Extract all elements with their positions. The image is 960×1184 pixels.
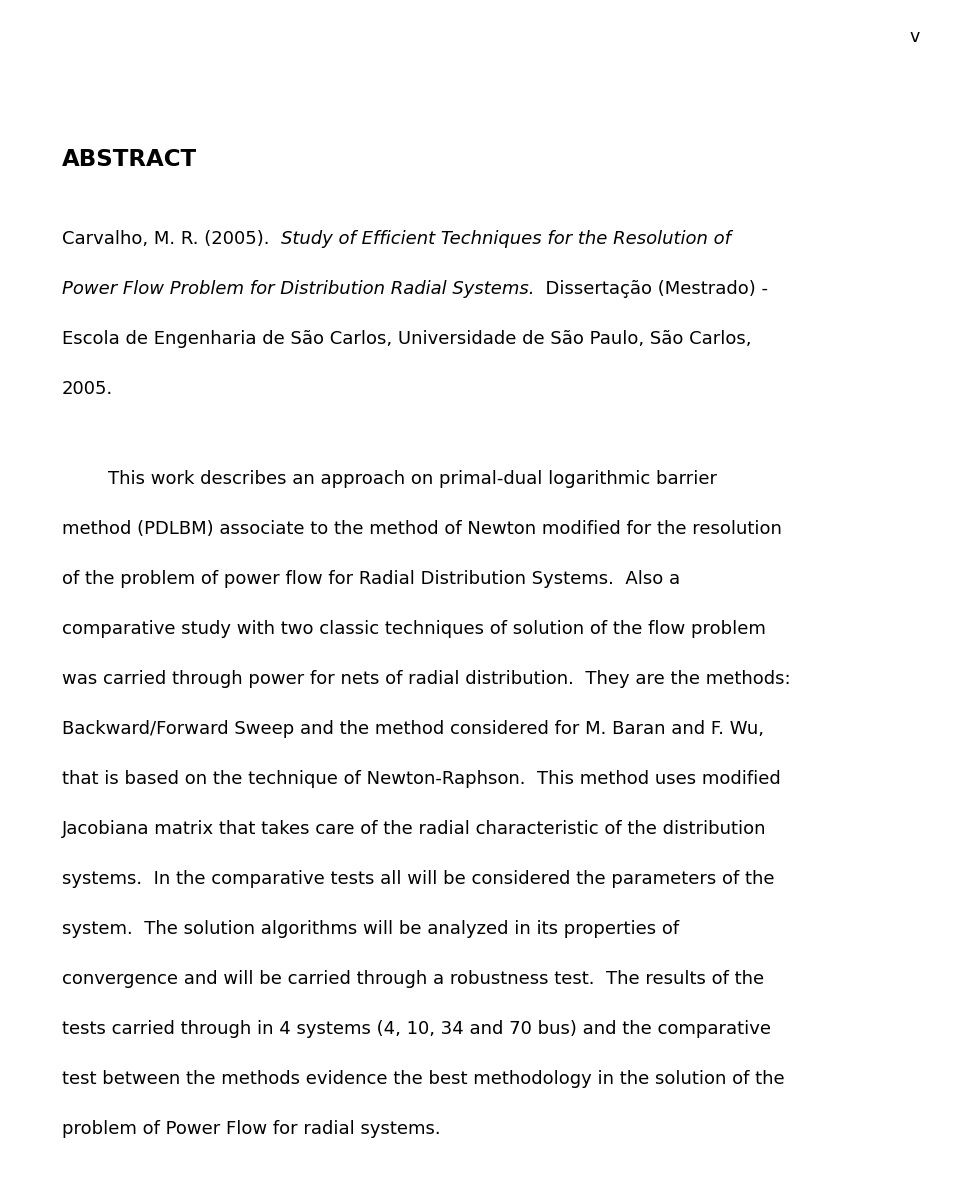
- Text: systems.  In the comparative tests all will be considered the parameters of the: systems. In the comparative tests all wi…: [62, 870, 775, 888]
- Text: v: v: [910, 28, 920, 46]
- Text: of the problem of power flow for Radial Distribution Systems.  Also a: of the problem of power flow for Radial …: [62, 570, 680, 588]
- Text: system.  The solution algorithms will be analyzed in its properties of: system. The solution algorithms will be …: [62, 920, 679, 938]
- Text: method (PDLBM) associate to the method of Newton modified for the resolution: method (PDLBM) associate to the method o…: [62, 520, 781, 538]
- Text: ABSTRACT: ABSTRACT: [62, 148, 197, 170]
- Text: Carvalho, M. R. (2005).: Carvalho, M. R. (2005).: [62, 230, 281, 247]
- Text: comparative study with two classic techniques of solution of the flow problem: comparative study with two classic techn…: [62, 620, 766, 638]
- Text: Backward/Forward Sweep and the method considered for M. Baran and F. Wu,: Backward/Forward Sweep and the method co…: [62, 720, 764, 738]
- Text: This work describes an approach on primal-dual logarithmic barrier: This work describes an approach on prima…: [62, 470, 717, 488]
- Text: Study of Efficient Techniques for the Resolution of: Study of Efficient Techniques for the Re…: [281, 230, 731, 247]
- Text: 2005.: 2005.: [62, 380, 113, 398]
- Text: Dissertação (Mestrado) -: Dissertação (Mestrado) -: [535, 279, 769, 298]
- Text: was carried through power for nets of radial distribution.  They are the methods: was carried through power for nets of ra…: [62, 670, 791, 688]
- Text: convergence and will be carried through a robustness test.  The results of the: convergence and will be carried through …: [62, 970, 764, 987]
- Text: problem of Power Flow for radial systems.: problem of Power Flow for radial systems…: [62, 1120, 441, 1138]
- Text: Power Flow Problem for Distribution Radial Systems.: Power Flow Problem for Distribution Radi…: [62, 279, 535, 298]
- Text: Jacobiana matrix that takes care of the radial characteristic of the distributio: Jacobiana matrix that takes care of the …: [62, 821, 766, 838]
- Text: Escola de Engenharia de São Carlos, Universidade de São Paulo, São Carlos,: Escola de Engenharia de São Carlos, Univ…: [62, 330, 752, 348]
- Text: tests carried through in 4 systems (4, 10, 34 and 70 bus) and the comparative: tests carried through in 4 systems (4, 1…: [62, 1019, 771, 1038]
- Text: test between the methods evidence the best methodology in the solution of the: test between the methods evidence the be…: [62, 1070, 784, 1088]
- Text: that is based on the technique of Newton-Raphson.  This method uses modified: that is based on the technique of Newton…: [62, 770, 780, 789]
